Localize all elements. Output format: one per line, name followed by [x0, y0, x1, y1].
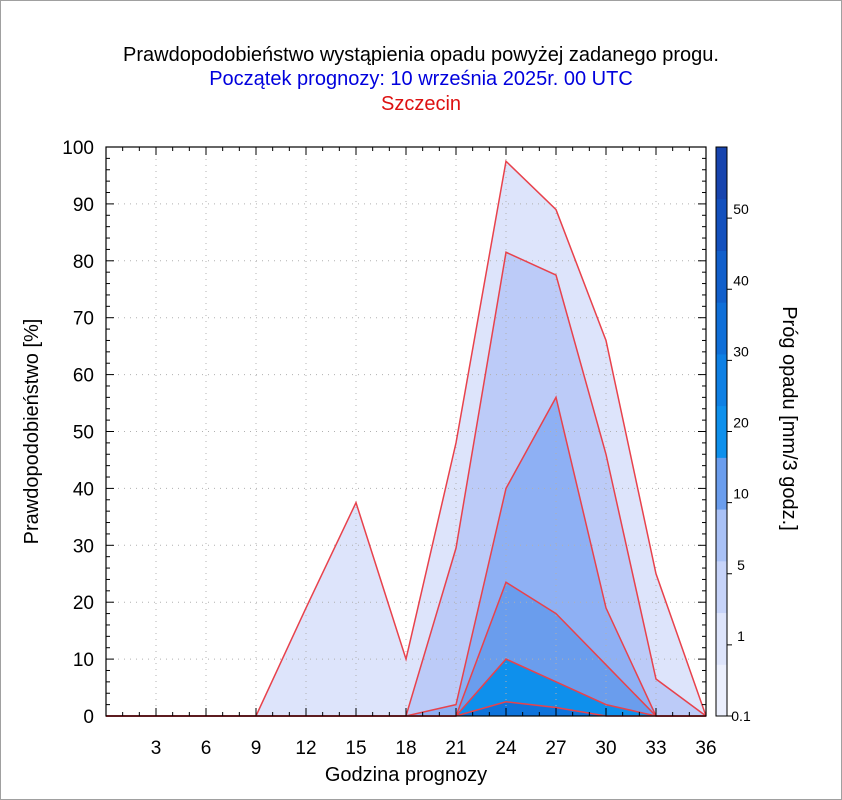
colorbar-segment — [716, 147, 727, 200]
x-tick-label: 24 — [495, 738, 517, 759]
colorbar-tick-label: 20 — [733, 415, 749, 431]
colorbar-label: Próg opadu [mm/3 godz.] — [778, 306, 800, 531]
y-tick-label: 80 — [73, 252, 94, 273]
x-tick-label: 36 — [695, 738, 716, 759]
x-tick-label: 15 — [345, 738, 366, 759]
x-tick-label: 33 — [645, 738, 666, 759]
y-tick-label: 90 — [73, 195, 94, 216]
colorbar-tick-label: 40 — [733, 272, 749, 288]
location-label: Szczecin — [380, 93, 462, 115]
colorbar-tick-label: 10 — [733, 486, 749, 502]
x-axis-label: Godzina prognozy — [325, 764, 487, 786]
probability-areas — [106, 161, 706, 717]
x-tick-label: 21 — [445, 738, 466, 759]
y-tick-label: 10 — [73, 650, 94, 671]
colorbar-segment — [716, 457, 727, 510]
x-tick-label: 9 — [251, 738, 262, 759]
y-tick-label: 70 — [73, 309, 94, 330]
colorbar-segment — [716, 250, 727, 303]
y-tick-label: 50 — [73, 423, 94, 444]
y-tick-label: 0 — [83, 707, 94, 728]
colorbar: 0.1 1 5 10 20 30 40 50 — [715, 146, 751, 724]
colorbar-segment — [716, 664, 727, 717]
colorbar-tick-label: 30 — [733, 343, 749, 359]
colorbar-segment — [716, 353, 727, 407]
y-axis-label: Prawdopodobieństwo [%] — [21, 319, 43, 545]
colorbar-segment — [716, 612, 727, 665]
y-tick-label: 40 — [73, 479, 94, 500]
y-tick-label: 20 — [73, 593, 94, 614]
x-tick-label: 18 — [395, 738, 416, 759]
forecast-start-subtitle: Początek prognozy: 10 września 2025r. 00… — [209, 68, 633, 90]
chart-title: Prawdopodobieństwo wystąpienia opadu pow… — [123, 44, 719, 66]
y-tick-labels: 0 10 20 30 40 50 60 70 80 90 100 — [62, 138, 94, 728]
x-tick-label: 12 — [295, 738, 316, 759]
colorbar-segment — [716, 509, 727, 562]
colorbar-tick-label: 50 — [733, 201, 749, 217]
colorbar-segment — [716, 302, 727, 355]
colorbar-segment — [716, 198, 727, 251]
y-tick-label: 100 — [62, 138, 94, 159]
colorbar-segment — [716, 560, 727, 614]
x-tick-labels: 3 6 9 12 15 18 21 24 27 30 33 36 — [151, 738, 717, 759]
colorbar-segment — [716, 405, 727, 458]
axes — [105, 146, 707, 717]
y-tick-label: 30 — [73, 536, 94, 557]
colorbar-tick-label: 5 — [737, 557, 745, 573]
colorbar-tick-label: 1 — [737, 628, 745, 644]
x-tick-label: 6 — [201, 738, 212, 759]
colorbar-tick-label: 0.1 — [731, 708, 751, 724]
x-tick-label: 27 — [545, 738, 566, 759]
x-tick-label: 3 — [151, 738, 162, 759]
y-tick-label: 60 — [73, 366, 94, 387]
x-tick-label: 30 — [595, 738, 616, 759]
area-threshold-20 — [106, 659, 706, 716]
